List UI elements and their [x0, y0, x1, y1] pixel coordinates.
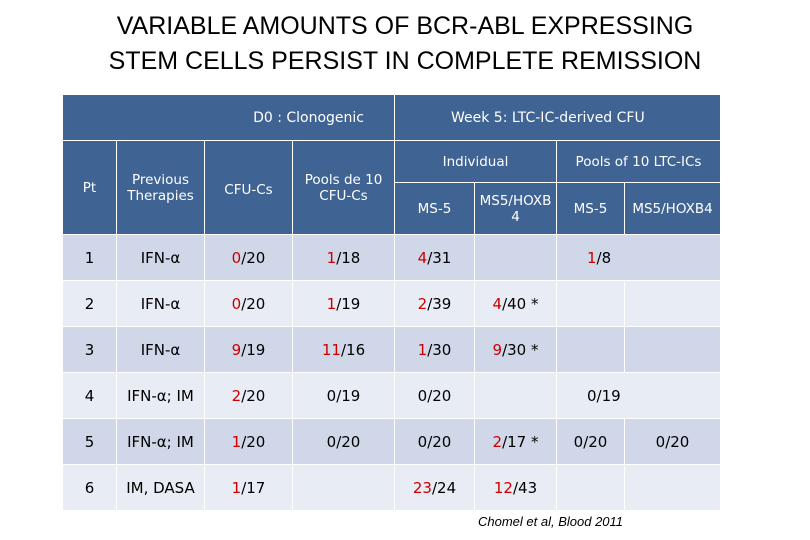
results-table: D0 : Clonogenic Week 5: LTC-IC-derived C…: [62, 94, 721, 511]
cell-ms5hoxb4: 9/30 *: [474, 326, 557, 373]
cell-ms5hoxb4: 12/43: [474, 464, 557, 511]
cell-cfu-cs: 0/20: [204, 234, 293, 281]
cell-therapy: IFN-α; IM: [116, 372, 205, 419]
cell-therapy: IFN-α; IM: [116, 418, 205, 465]
cell-therapy: IFN-α: [116, 326, 205, 373]
header-ms5-pools: MS-5: [556, 182, 625, 235]
header-pt: Pt: [62, 140, 117, 235]
cell-pool-ms5hoxb4: [624, 464, 721, 511]
cell-pt: 5: [62, 418, 117, 465]
cell-pools-ltc: 1/8: [556, 234, 721, 281]
cell-therapy: IM, DASA: [116, 464, 205, 511]
header-d0-clonogenic: D0 : Clonogenic: [62, 94, 395, 141]
header-pools-cfu-cs: Pools de 10 CFU-Cs: [292, 140, 395, 235]
cell-ms5: 0/20: [394, 372, 475, 419]
cell-pool-ms5hoxb4: 0/20: [624, 418, 721, 465]
cell-cfu-cs: 2/20: [204, 372, 293, 419]
cell-pt: 2: [62, 280, 117, 327]
cell-pool-ms5: [556, 464, 625, 511]
cell-ms5: 4/31: [394, 234, 475, 281]
cell-ms5hoxb4: 2/17 *: [474, 418, 557, 465]
header-ms5hoxb4-pools: MS5/HOXB4: [624, 182, 721, 235]
table-row: 4 IFN-α; IM 2/20 0/19 0/20 0/19: [62, 372, 721, 419]
cell-pt: 6: [62, 464, 117, 511]
cell-pools-cfu: 11/16: [292, 326, 395, 373]
cell-pool-ms5hoxb4: [624, 326, 721, 373]
header-ms5-individual: MS-5: [394, 182, 475, 235]
cell-cfu-cs: 9/19: [204, 326, 293, 373]
cell-therapy: IFN-α: [116, 234, 205, 281]
header-ms5hoxb4-individual: MS5/HOXB 4: [474, 182, 557, 235]
cell-pools-cfu: 1/19: [292, 280, 395, 327]
cell-ms5: 1/30: [394, 326, 475, 373]
citation: Chomel et al, Blood 2011: [478, 514, 624, 529]
cell-cfu-cs: 1/20: [204, 418, 293, 465]
cell-ms5: 0/20: [394, 418, 475, 465]
header-individual: Individual: [394, 140, 557, 183]
cell-pool-ms5: [556, 280, 625, 327]
cell-cfu-cs: 0/20: [204, 280, 293, 327]
cell-pool-ms5: [556, 326, 625, 373]
cell-pool-ms5: 0/20: [556, 418, 625, 465]
cell-ms5: 2/39: [394, 280, 475, 327]
cell-ms5hoxb4: 4/40 *: [474, 280, 557, 327]
cell-therapy: IFN-α: [116, 280, 205, 327]
cell-pt: 3: [62, 326, 117, 373]
header-week5: Week 5: LTC-IC-derived CFU: [394, 94, 721, 141]
slide-title-line-2: STEM CELLS PERSIST IN COMPLETE REMISSION: [108, 47, 702, 75]
cell-cfu-cs: 1/17: [204, 464, 293, 511]
cell-pt: 4: [62, 372, 117, 419]
table-row: 5 IFN-α; IM 1/20 0/20 0/20 2/17 * 0/20 0…: [62, 418, 721, 465]
cell-pools-cfu: 0/20: [292, 418, 395, 465]
header-previous-therapies: Previous Therapies: [116, 140, 205, 235]
cell-pools-cfu: 1/18: [292, 234, 395, 281]
header-cfu-cs: CFU-Cs: [204, 140, 293, 235]
slide-title-line-1: VARIABLE AMOUNTS OF BCR-ABL EXPRESSING: [116, 12, 694, 40]
table-row: 1 IFN-α 0/20 1/18 4/31 1/8: [62, 234, 721, 281]
cell-ms5: 23/24: [394, 464, 475, 511]
table-row: 2 IFN-α 0/20 1/19 2/39 4/40 *: [62, 280, 721, 327]
cell-pools-ltc: 0/19: [556, 372, 721, 419]
cell-pool-ms5hoxb4: [624, 280, 721, 327]
table-row: 3 IFN-α 9/19 11/16 1/30 9/30 *: [62, 326, 721, 373]
cell-pools-cfu: [292, 464, 395, 511]
table-row: 6 IM, DASA 1/17 23/24 12/43: [62, 464, 721, 511]
header-pools-ltc-ics: Pools of 10 LTC-ICs: [556, 140, 721, 183]
cell-pools-cfu: 0/19: [292, 372, 395, 419]
cell-pt: 1: [62, 234, 117, 281]
cell-ms5hoxb4: [474, 234, 557, 281]
cell-ms5hoxb4: [474, 372, 557, 419]
